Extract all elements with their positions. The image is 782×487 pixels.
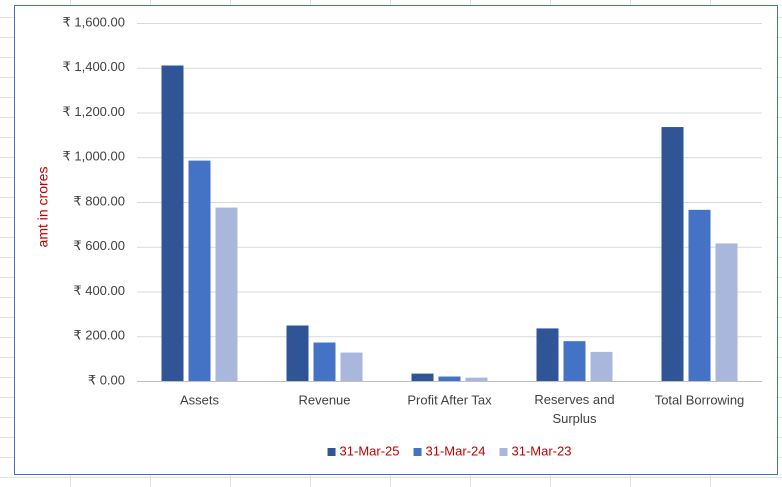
bar — [438, 376, 461, 381]
y-tick-label: ₹ 200.00 — [73, 328, 125, 343]
bar — [661, 127, 684, 381]
legend-label: 31-Mar-24 — [426, 443, 486, 458]
y-tick-label: ₹ 1,600.00 — [63, 14, 126, 29]
y-tick-label: ₹ 600.00 — [73, 238, 125, 253]
bar — [590, 351, 613, 381]
bar — [313, 342, 336, 381]
chart-area — [14, 5, 778, 475]
bar — [411, 373, 434, 381]
legend-label: 31-Mar-25 — [340, 443, 400, 458]
legend-swatch — [413, 448, 422, 456]
bar — [465, 377, 488, 381]
legend-swatch — [499, 448, 508, 456]
y-tick-label: ₹ 1,400.00 — [63, 59, 126, 74]
bar — [215, 207, 238, 381]
x-tick-label: Total Borrowing — [655, 392, 745, 407]
x-tick-label: Revenue — [298, 392, 350, 407]
bar — [688, 209, 711, 381]
y-tick-label: ₹ 1,200.00 — [63, 104, 126, 119]
bar — [188, 160, 211, 381]
x-tick-label: Assets — [180, 392, 220, 407]
x-tick-label: Reserves and Surplus — [534, 392, 614, 426]
bar — [161, 65, 184, 381]
bar — [715, 243, 738, 381]
legend: 31-Mar-25 31-Mar-24 31-Mar-23 — [327, 443, 571, 458]
bar — [563, 341, 586, 381]
y-tick-label: ₹ 800.00 — [73, 193, 125, 208]
y-tick-label: ₹ 400.00 — [73, 283, 125, 298]
legend-swatch — [327, 448, 336, 456]
bar — [536, 328, 559, 381]
y-tick-label: ₹ 1,000.00 — [63, 149, 126, 164]
bar — [286, 325, 309, 381]
x-tick-label: Profit After Tax — [407, 392, 492, 407]
legend-label: 31-Mar-23 — [511, 443, 571, 458]
y-axis-title: amt in crores — [35, 167, 51, 248]
y-tick-label: ₹ 0.00 — [88, 372, 125, 387]
bar — [340, 352, 363, 381]
